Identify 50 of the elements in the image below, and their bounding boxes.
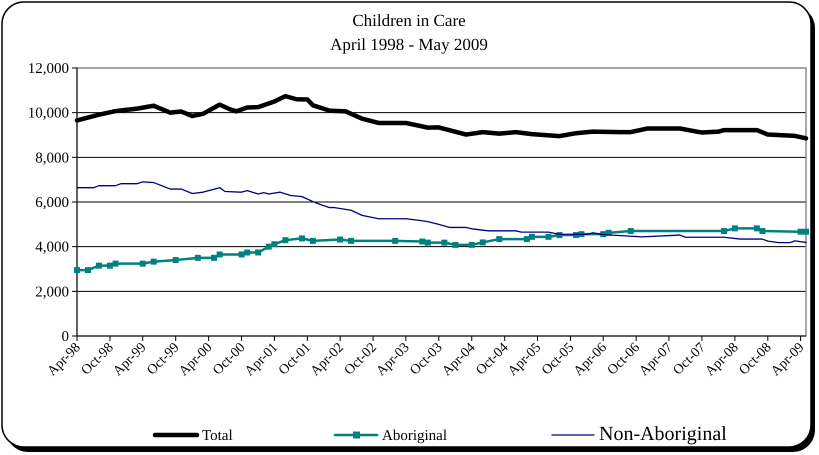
point [803, 228, 809, 235]
point [96, 262, 102, 269]
point [244, 249, 250, 256]
y-tick-label: 8,000 [35, 150, 69, 166]
point [255, 249, 262, 256]
y-tick-label: 4,000 [35, 240, 69, 256]
point [392, 238, 398, 244]
point [74, 267, 80, 274]
y-tick-label: 2,000 [35, 284, 69, 300]
chart-subtitle: April 1998 - May 2009 [330, 35, 488, 54]
point [310, 238, 316, 244]
y-tick-label: 10,000 [28, 106, 69, 122]
point [282, 237, 288, 244]
point [106, 262, 113, 269]
point [348, 238, 354, 244]
point [112, 260, 119, 267]
point [216, 251, 223, 258]
point [759, 228, 766, 234]
point [496, 236, 502, 242]
point [528, 234, 535, 240]
point [150, 258, 157, 265]
point [271, 241, 278, 248]
point [419, 238, 426, 245]
y-tick-label: 0 [62, 329, 69, 345]
point [480, 239, 486, 246]
point [452, 242, 458, 248]
point [545, 234, 552, 240]
point [194, 254, 201, 261]
point [798, 228, 804, 235]
point [298, 235, 305, 242]
legend-label: Total [202, 428, 233, 444]
point [172, 257, 179, 264]
point [337, 236, 344, 243]
point [140, 260, 146, 267]
point [628, 228, 634, 234]
point [84, 267, 91, 274]
point [266, 244, 272, 250]
legend-label: Aboriginal [382, 428, 447, 444]
y-tick-label: 12,000 [28, 61, 69, 77]
point [754, 225, 760, 232]
point [441, 240, 448, 246]
point [424, 240, 431, 246]
y-tick-label: 6,000 [35, 195, 69, 211]
chart-title: Children in Care [352, 11, 466, 30]
point [468, 242, 475, 248]
point [721, 228, 728, 234]
point [211, 254, 218, 261]
point [238, 251, 245, 258]
legend-label: Non-Aboriginal [599, 423, 728, 445]
point [732, 225, 738, 232]
